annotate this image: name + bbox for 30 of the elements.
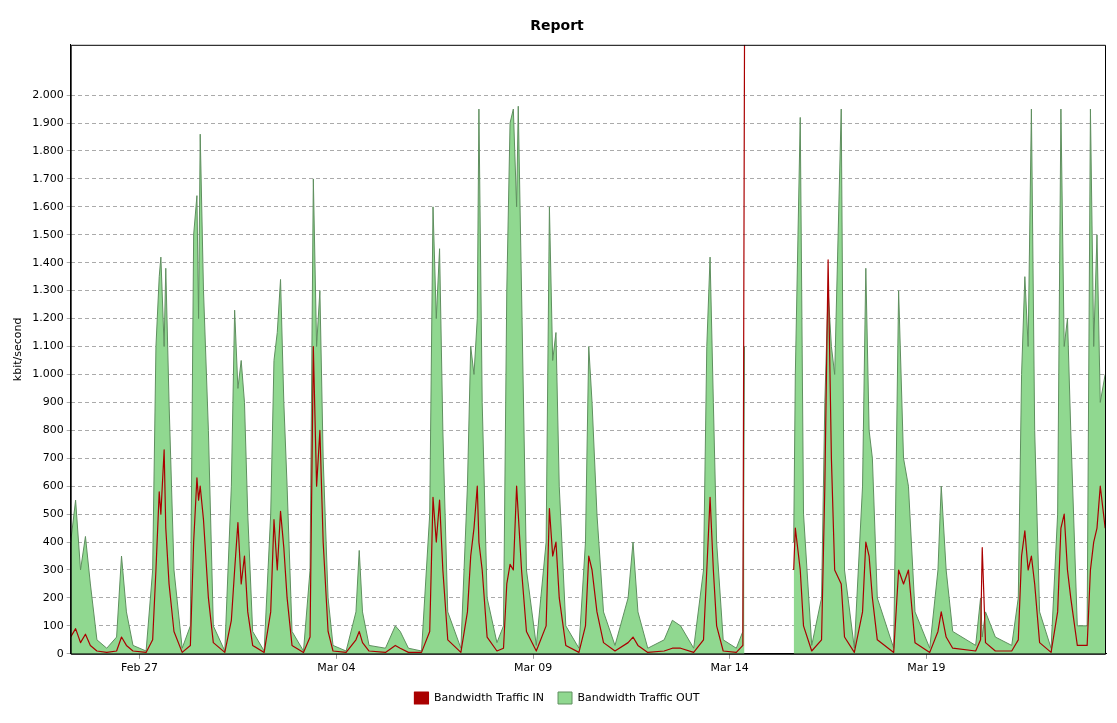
- y-tick-label: 1.400: [32, 255, 64, 269]
- y-tick-label: 1.300: [32, 283, 64, 297]
- y-tick-label: 1.600: [32, 199, 64, 213]
- y-tick-label: 600: [42, 479, 64, 493]
- y-tick-label: 1.900: [32, 115, 64, 129]
- x-tick-label: Mar 04: [317, 661, 356, 675]
- y-tick-label: 2.000: [32, 87, 64, 101]
- y-tick-label: 1.500: [32, 227, 64, 241]
- y-tick-label: 1.800: [32, 143, 64, 157]
- y-tick-label: 200: [42, 590, 64, 604]
- y-tick-label: 0: [56, 646, 64, 660]
- y-tick-label: 500: [42, 506, 64, 520]
- y-tick-label: 100: [42, 618, 64, 632]
- x-tick-label: Mar 14: [710, 661, 749, 675]
- y-tick-label: 700: [42, 451, 64, 465]
- x-tick-label: Mar 19: [907, 661, 946, 675]
- y-axis-title: kbit/second: [11, 317, 25, 382]
- chart-title: Report: [530, 17, 585, 34]
- x-tick-label: Mar 09: [513, 661, 553, 675]
- x-tick-label: Feb 27: [121, 661, 159, 675]
- y-tick-label: 1.200: [32, 311, 64, 325]
- y-tick-label: 800: [42, 423, 64, 437]
- y-tick-label: 1.700: [32, 171, 64, 185]
- y-tick-label: 400: [42, 534, 64, 548]
- y-tick-label: 300: [42, 562, 64, 576]
- y-tick-label: 900: [42, 395, 64, 409]
- y-tick-label: 1.000: [32, 367, 64, 381]
- legend-label: Bandwidth Traffic IN: [433, 690, 545, 704]
- y-tick-label: 1.100: [32, 339, 64, 353]
- legend-label: Bandwidth Traffic OUT: [577, 690, 700, 704]
